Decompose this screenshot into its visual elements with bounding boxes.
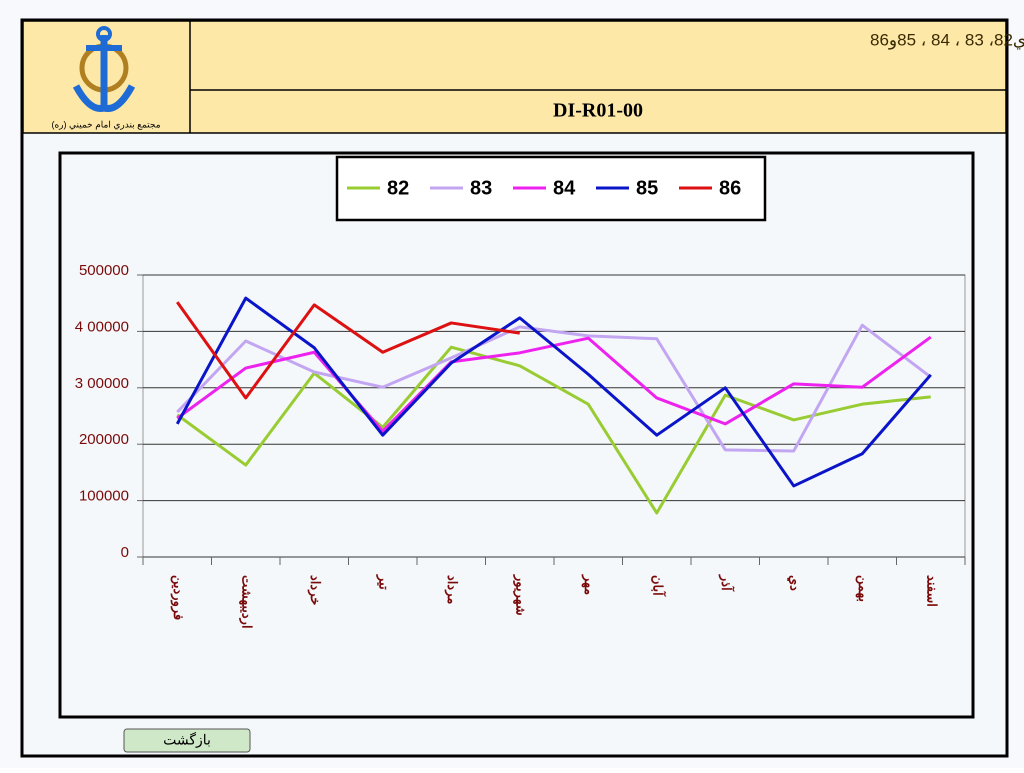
y-tick-label: 200000	[79, 431, 129, 448]
x-tick-label: شهريور	[512, 574, 528, 616]
series-line	[176, 345, 931, 515]
x-tick-label: آبان	[650, 575, 666, 597]
series-line	[176, 323, 932, 453]
header	[22, 20, 1007, 134]
chart-frame	[58, 151, 975, 719]
x-tick-label: فروردين	[170, 575, 186, 620]
back-button-shape[interactable]	[123, 728, 251, 753]
logo-caption: مجتمع بندري امام خميني (ره)	[51, 119, 160, 130]
x-tick-label: مهر	[581, 574, 597, 595]
legend-label: 86	[719, 177, 741, 199]
x-tick-label: ارديبهشت	[238, 575, 254, 629]
x-tick-label: مرداد	[444, 575, 460, 604]
legend-label: 83	[470, 177, 492, 199]
y-tick-label: 4 00000	[75, 318, 129, 335]
x-tick-label: آذر	[718, 574, 735, 592]
x-tick-label: خرداد	[307, 575, 323, 605]
x-tick-label: بهمن	[855, 575, 871, 602]
x-tick-label: تير	[375, 574, 391, 590]
series-line	[176, 301, 520, 400]
legend-label: 82	[387, 177, 409, 199]
y-tick-label: 100000	[79, 488, 129, 505]
page-title: نمودار مقايسه اي بارگيري غيرنفتي پتروشيم…	[870, 29, 1024, 50]
page-code: DI-R01-00	[553, 100, 643, 122]
y-tick-label: 500000	[79, 262, 129, 279]
back-button-label[interactable]: بازگشت	[163, 732, 211, 749]
back-button[interactable]: بازگشت	[123, 728, 251, 753]
series-line	[175, 296, 932, 488]
legend-label: 84	[553, 177, 576, 199]
y-tick-label: 0	[121, 544, 129, 561]
x-tick-label: اسفند	[924, 575, 939, 607]
legend-label: 85	[636, 177, 658, 199]
logo	[72, 26, 136, 113]
y-tick-label: 3 00000	[75, 375, 129, 392]
x-tick-label: دي	[786, 575, 802, 591]
